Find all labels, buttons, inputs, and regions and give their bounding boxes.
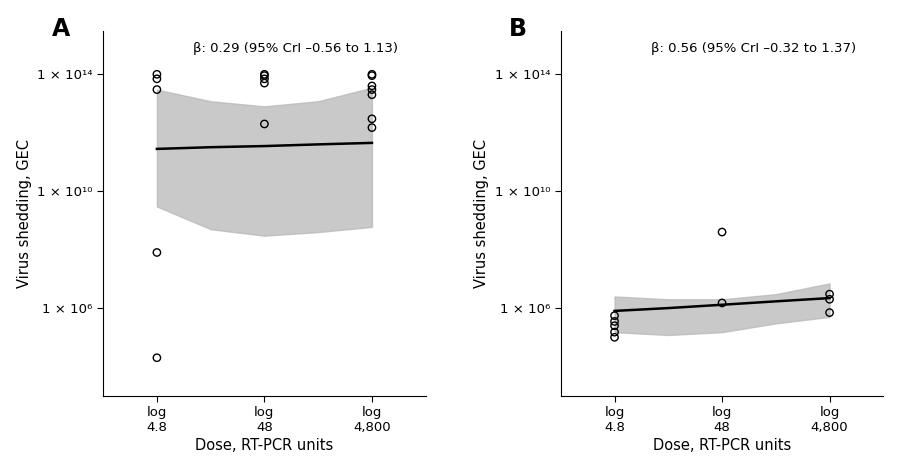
Point [149, 354, 164, 361]
Point [715, 228, 729, 236]
Point [149, 249, 164, 256]
Point [364, 115, 379, 123]
Point [364, 86, 379, 94]
Point [364, 70, 379, 78]
Point [823, 290, 837, 298]
Point [608, 329, 622, 336]
Y-axis label: Virus shedding, GEC: Virus shedding, GEC [474, 139, 490, 288]
Text: β: 0.29 (95% CrI –0.56 to 1.13): β: 0.29 (95% CrI –0.56 to 1.13) [194, 42, 399, 55]
Point [364, 82, 379, 90]
Point [608, 322, 622, 329]
Text: A: A [51, 16, 70, 40]
Point [149, 70, 164, 78]
Point [257, 70, 272, 78]
Text: B: B [509, 16, 527, 40]
Point [823, 309, 837, 316]
Point [715, 299, 729, 307]
Point [257, 120, 272, 128]
Point [257, 75, 272, 83]
Point [608, 334, 622, 341]
Point [257, 79, 272, 87]
X-axis label: Dose, RT-PCR units: Dose, RT-PCR units [195, 439, 334, 454]
Point [608, 318, 622, 325]
Point [364, 91, 379, 99]
Point [823, 296, 837, 303]
Point [364, 72, 379, 79]
Point [608, 312, 622, 320]
Point [149, 75, 164, 83]
Point [364, 124, 379, 132]
Y-axis label: Virus shedding, GEC: Virus shedding, GEC [17, 139, 32, 288]
Text: β: 0.56 (95% CrI –0.32 to 1.37): β: 0.56 (95% CrI –0.32 to 1.37) [651, 42, 856, 55]
Point [149, 86, 164, 94]
X-axis label: Dose, RT-PCR units: Dose, RT-PCR units [652, 439, 791, 454]
Point [257, 72, 272, 79]
